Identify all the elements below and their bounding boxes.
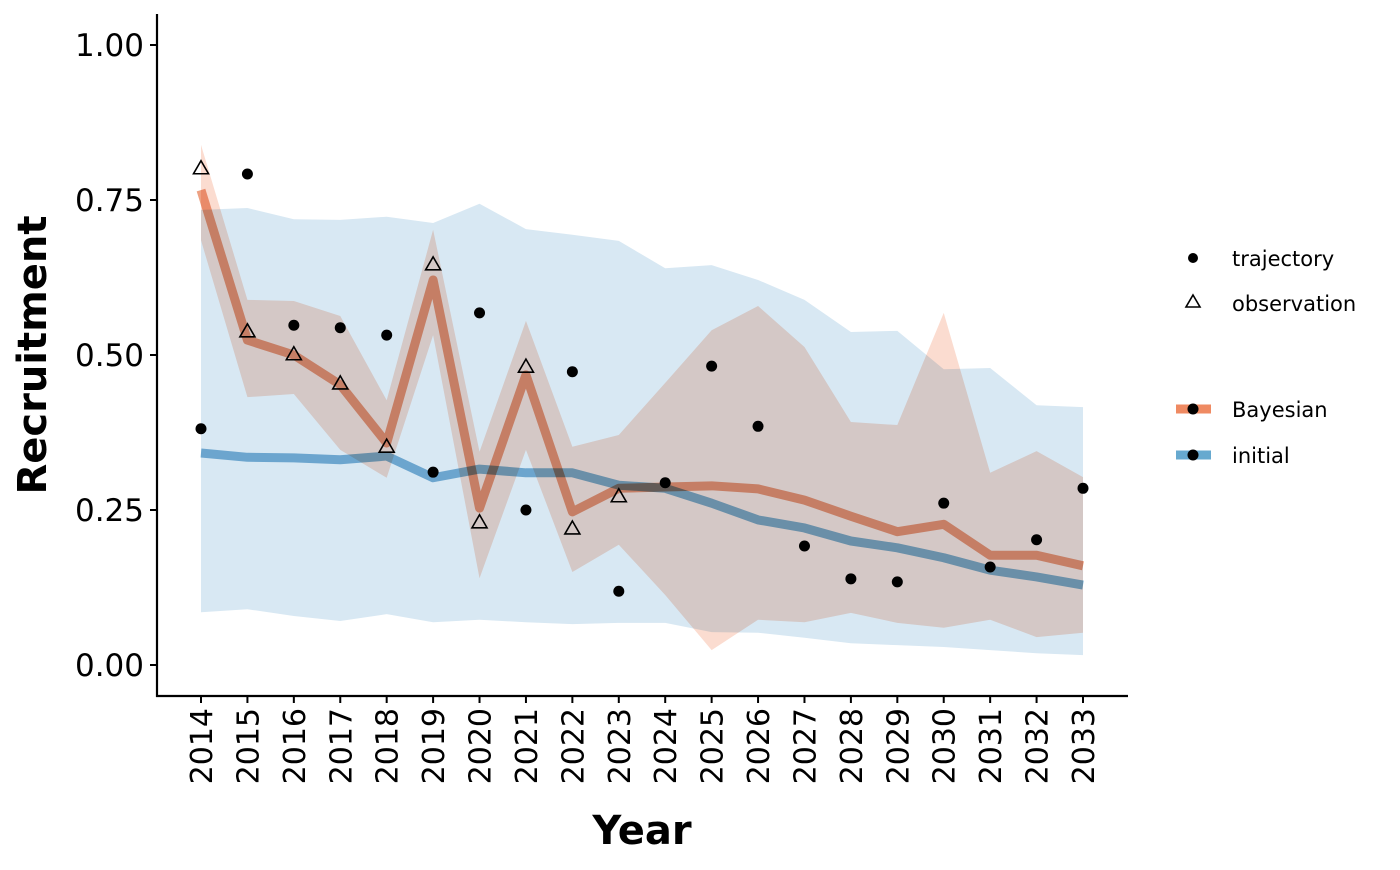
x-tick-label: 2014 <box>185 708 220 784</box>
x-tick-label: 2033 <box>1067 708 1102 784</box>
legend-observation-label: observation <box>1232 292 1356 316</box>
y-ticks: 0.00 0.25 0.50 0.75 1.00 <box>75 28 157 684</box>
observation-point <box>284 345 303 361</box>
trajectory-point <box>938 497 950 509</box>
observation-point <box>331 374 350 390</box>
y-tick-label: 0.50 <box>75 338 144 374</box>
x-tick-label: 2032 <box>1021 708 1056 784</box>
x-tick-label: 2019 <box>417 708 452 784</box>
legend: trajectory observation Bayesian initial <box>1176 247 1356 468</box>
trajectory-point <box>984 561 996 573</box>
x-tick-label: 2024 <box>649 708 684 784</box>
x-tick-label: 2029 <box>881 708 916 784</box>
observation-point <box>238 322 257 338</box>
x-tick-label: 2031 <box>974 708 1009 784</box>
y-tick-label: 0.00 <box>75 648 144 684</box>
x-tick-label: 2030 <box>928 708 963 784</box>
confidence-bands <box>201 144 1083 656</box>
observation-point <box>517 357 535 373</box>
observation-point <box>377 437 396 453</box>
series-points <box>192 159 1089 597</box>
y-axis-title: Recruitment <box>10 215 56 494</box>
trajectory-point <box>288 319 300 331</box>
x-tick-label: 2015 <box>231 708 266 784</box>
x-axis-title: Year <box>591 808 691 854</box>
x-tick-label: 2018 <box>371 708 406 784</box>
observation-point <box>470 513 489 529</box>
bayesian-line <box>196 188 1084 571</box>
trajectory-point <box>845 573 857 585</box>
legend-trajectory-dot-icon <box>1188 253 1198 263</box>
trajectory-point <box>613 585 625 597</box>
observation-point <box>424 255 442 271</box>
legend-initial-label: initial <box>1232 444 1290 468</box>
x-tick-label: 2017 <box>324 708 359 784</box>
x-ticks: 2014 2015 2016 2017 2018 2019 2020 2021 2022 2023… <box>185 696 1102 784</box>
trajectory-point <box>334 322 346 334</box>
y-tick-label: 1.00 <box>75 28 144 64</box>
trajectory-point <box>241 168 253 180</box>
x-tick-label: 2022 <box>556 708 591 784</box>
observation-point <box>609 487 628 503</box>
series-lines <box>196 188 1084 590</box>
legend-observation-triangle-icon <box>1184 293 1202 308</box>
trajectory-point <box>520 504 532 516</box>
x-tick-label: 2025 <box>696 708 731 784</box>
trajectory-point <box>381 329 393 341</box>
trajectory-point <box>1077 482 1089 494</box>
legend-bayesian-dot-icon <box>1187 403 1199 415</box>
x-tick-label: 2021 <box>510 708 545 784</box>
x-tick-label: 2027 <box>788 708 823 784</box>
legend-trajectory-label: trajectory <box>1232 247 1334 271</box>
y-tick-label: 0.75 <box>75 183 144 219</box>
x-tick-label: 2020 <box>464 708 499 784</box>
trajectory-point <box>195 423 207 435</box>
trajectory-point <box>891 576 903 588</box>
x-tick-label: 2016 <box>278 708 313 784</box>
trajectory-point <box>566 366 578 378</box>
trajectory-point <box>752 420 764 432</box>
y-tick-label: 0.25 <box>75 493 144 529</box>
trajectory-point <box>706 360 718 372</box>
legend-initial-dot-icon <box>1187 449 1199 461</box>
trajectory-point <box>427 466 439 478</box>
observation-point <box>563 519 582 535</box>
observation-point <box>192 159 210 175</box>
x-tick-label: 2028 <box>835 708 870 784</box>
x-tick-label: 2026 <box>742 708 777 784</box>
trajectory-point <box>798 540 810 552</box>
x-tick-label: 2023 <box>603 708 638 784</box>
trajectory-point <box>659 477 671 489</box>
trajectory-point <box>1031 534 1043 546</box>
trajectory-point <box>474 307 486 319</box>
legend-bayesian-label: Bayesian <box>1232 398 1328 422</box>
